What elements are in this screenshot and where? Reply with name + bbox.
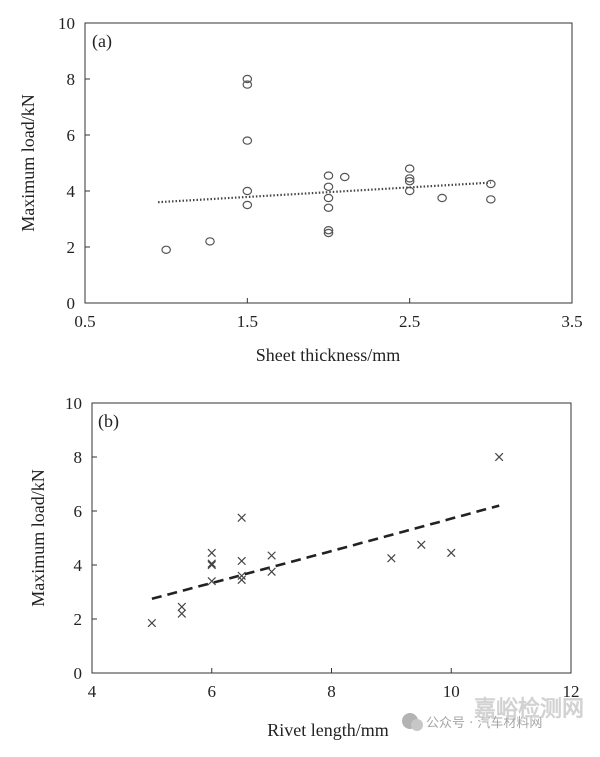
- wechat-icon-bubble: [411, 719, 423, 731]
- trend-line-a: [157, 181, 491, 204]
- plot-area-a: [84, 22, 573, 304]
- data-point: [207, 560, 216, 570]
- data-point: [404, 176, 415, 186]
- y-tick-label: 0: [74, 664, 83, 683]
- y-tick-label: 2: [74, 610, 83, 629]
- data-point: [177, 602, 187, 612]
- panel-label-b: (b): [98, 411, 119, 432]
- plot-area-b: [91, 402, 572, 674]
- data-point: [237, 571, 246, 581]
- data-point: [267, 551, 276, 560]
- panel-label-a: (a): [92, 31, 112, 52]
- x-tick-label: 2.5: [399, 312, 420, 331]
- watermark-brand: 嘉峪检测网: [474, 696, 584, 722]
- x-tick-label: 10: [443, 682, 460, 701]
- y-tick-label: 8: [67, 70, 76, 89]
- data-point: [237, 513, 246, 522]
- data-points-b: [147, 452, 504, 628]
- data-point: [242, 80, 253, 89]
- data-point: [242, 186, 253, 196]
- x-tick-label: 1.5: [237, 312, 258, 331]
- data-point: [447, 548, 456, 558]
- data-point: [404, 186, 415, 196]
- ticks-a: [84, 22, 573, 304]
- y-tick-label: 4: [74, 556, 83, 575]
- ticks-b: [91, 402, 572, 674]
- data-point: [207, 576, 216, 586]
- y-tick-label: 0: [67, 294, 76, 313]
- data-point: [237, 556, 246, 566]
- y-tick-labels-b: 0 2 4 6 8 10: [65, 394, 83, 683]
- data-point: [323, 228, 334, 238]
- x-tick-label: 8: [327, 682, 336, 701]
- watermark: 公众号 · 汽车材料网 嘉峪检测网: [402, 696, 584, 731]
- x-axis-title-b: Rivet length/mm: [267, 720, 389, 740]
- data-point: [339, 172, 350, 182]
- data-point: [404, 174, 415, 183]
- data-point: [323, 193, 334, 203]
- data-points-a: [161, 74, 496, 254]
- watermark-account: 公众号 · 汽车材料网: [426, 715, 542, 731]
- y-tick-label: 6: [67, 126, 76, 145]
- data-point: [205, 237, 215, 246]
- y-tick-label: 2: [67, 238, 76, 257]
- x-tick-label: 4: [88, 682, 97, 701]
- trend-line-b: [151, 504, 500, 601]
- data-point: [323, 171, 334, 180]
- x-tick-label: 6: [208, 682, 217, 701]
- data-point: [177, 609, 187, 618]
- data-point: [486, 195, 496, 204]
- x-tick-labels-b: 4 6 8 10 12: [88, 682, 580, 701]
- y-tick-label: 8: [74, 448, 83, 467]
- data-point: [417, 540, 426, 549]
- x-tick-label: 12: [563, 682, 580, 701]
- x-tick-label: 0.5: [74, 312, 95, 331]
- data-point: [207, 559, 216, 568]
- chart-b: 4 6 8 10 12 0 2 4 6 8 10 (b) Rivet lengt…: [28, 394, 580, 740]
- y-tick-label: 10: [58, 14, 75, 33]
- data-point: [242, 136, 253, 145]
- data-point: [494, 452, 504, 462]
- data-point: [486, 179, 496, 189]
- x-tick-label: 3.5: [561, 312, 582, 331]
- data-point: [437, 193, 447, 203]
- x-axis-title-a: Sheet thickness/mm: [256, 345, 400, 365]
- data-point: [161, 245, 171, 254]
- y-axis-title-b: Maximum load/kN: [28, 469, 48, 607]
- data-point: [267, 567, 276, 576]
- data-point: [242, 200, 253, 210]
- chart-a: 0.5 1.5 2.5 3.5 0 2 4 6 8 10 (a) Sheet t…: [18, 14, 583, 365]
- y-axis-title-a: Maximum load/kN: [18, 94, 38, 232]
- data-point: [323, 182, 334, 191]
- y-tick-label: 6: [74, 502, 83, 521]
- data-point: [242, 74, 253, 84]
- y-tick-labels-a: 0 2 4 6 8 10: [58, 14, 76, 313]
- data-point: [237, 575, 246, 585]
- y-tick-label: 10: [65, 394, 82, 413]
- data-point: [207, 548, 216, 558]
- x-tick-labels-a: 0.5 1.5 2.5 3.5: [74, 312, 582, 331]
- data-point: [147, 618, 157, 628]
- data-point: [387, 554, 396, 563]
- data-point: [323, 225, 334, 235]
- y-tick-label: 4: [67, 182, 76, 201]
- data-point: [404, 164, 415, 173]
- data-point: [323, 203, 334, 212]
